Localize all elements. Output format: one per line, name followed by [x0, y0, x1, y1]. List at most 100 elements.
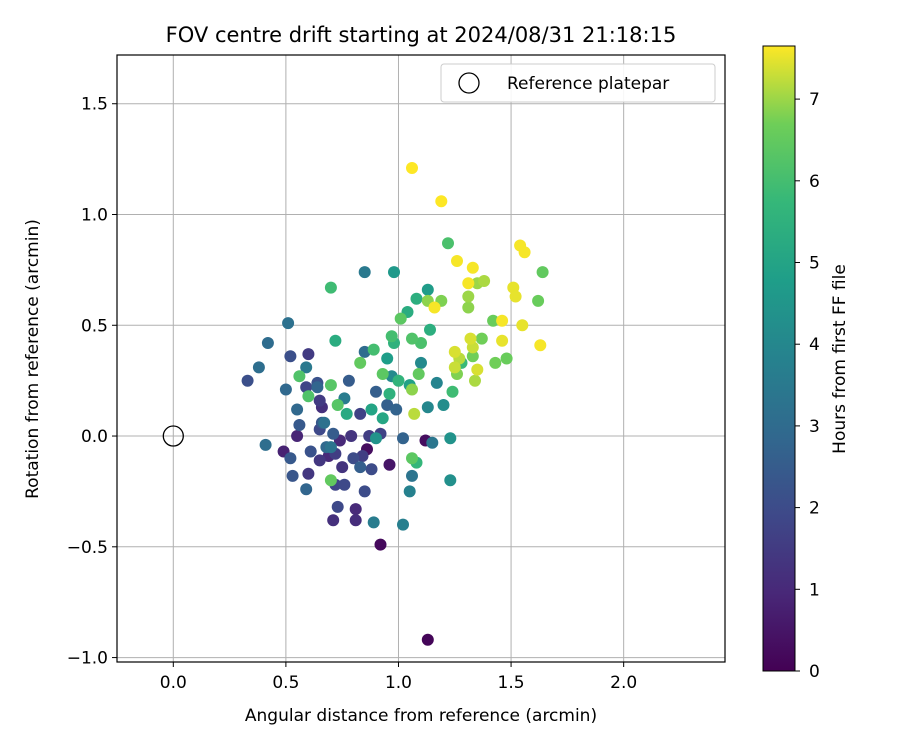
data-point	[302, 348, 315, 361]
data-point	[354, 407, 367, 420]
data-point	[518, 246, 531, 259]
data-point	[435, 195, 448, 208]
data-point	[252, 361, 265, 374]
data-point	[291, 403, 304, 416]
x-tick-label: 2.0	[610, 673, 637, 693]
data-point	[338, 478, 351, 491]
legend-entry-reference: Reference platepar	[507, 74, 669, 94]
data-point	[381, 352, 394, 365]
data-point	[516, 319, 529, 332]
data-point	[342, 374, 355, 387]
y-tick-label: −0.5	[67, 538, 108, 558]
data-point	[329, 334, 342, 347]
x-axis-ticks: 0.0 0.5 1.0 1.5 2.0	[160, 662, 637, 693]
data-point	[421, 283, 434, 296]
data-point	[536, 266, 549, 279]
data-point	[284, 452, 297, 465]
colorbar-ticks: 0 1 2 3 4 5 6 7	[795, 90, 820, 682]
data-point	[462, 301, 475, 314]
data-point	[444, 432, 457, 445]
data-point	[358, 485, 371, 498]
data-point	[336, 461, 349, 474]
legend-box	[440, 63, 716, 103]
colorbar-tick-label: 0	[809, 662, 820, 682]
data-point	[410, 292, 423, 305]
data-point	[383, 458, 396, 471]
data-point	[327, 427, 340, 440]
data-point	[370, 432, 382, 445]
reference-marker	[162, 425, 184, 447]
data-point	[345, 430, 358, 442]
data-point	[406, 469, 418, 482]
data-point	[406, 162, 418, 174]
data-point	[327, 514, 340, 527]
y-tick-label: 1.5	[81, 95, 108, 115]
data-point	[358, 345, 371, 358]
data-point	[291, 430, 304, 442]
colorbar-tick-label: 5	[809, 254, 820, 274]
colorbar-label: Hours from first FF file	[830, 264, 850, 454]
x-tick-label: 0.0	[160, 673, 187, 693]
data-point	[349, 514, 362, 527]
data-point	[331, 500, 344, 513]
colorbar-tick-label: 1	[809, 580, 820, 600]
data-point	[448, 345, 461, 358]
x-tick-label: 1.5	[498, 673, 525, 693]
data-point	[241, 374, 254, 387]
data-point	[466, 350, 479, 363]
data-point	[451, 255, 463, 267]
data-point	[324, 281, 337, 294]
chart-title: FOV centre drift starting at 2024/08/31 …	[166, 23, 677, 47]
data-point	[313, 454, 326, 467]
data-point	[509, 290, 522, 303]
x-axis-label: Angular distance from reference (arcmin)	[245, 706, 597, 726]
data-point	[489, 356, 502, 369]
data-point	[471, 363, 484, 376]
data-point	[478, 275, 491, 287]
y-tick-label: 1.0	[81, 206, 108, 226]
data-point	[462, 290, 475, 303]
colorbar-tick-label: 7	[809, 90, 820, 110]
data-point	[406, 332, 418, 345]
data-point	[406, 452, 418, 465]
data-point	[403, 485, 416, 498]
data-point	[324, 379, 337, 392]
data-point	[318, 416, 331, 429]
data-point	[487, 314, 500, 327]
data-point	[426, 436, 439, 449]
plot-frame	[116, 54, 726, 663]
data-point	[448, 361, 461, 374]
data-point	[408, 407, 421, 420]
data-point	[415, 356, 427, 369]
data-point	[466, 261, 479, 274]
x-tick-label: 0.5	[272, 673, 299, 693]
data-point	[496, 314, 509, 327]
data-point	[444, 474, 457, 487]
data-point	[293, 419, 306, 431]
y-tick-label: 0.5	[81, 316, 108, 336]
data-point	[300, 483, 313, 496]
data-point	[397, 518, 409, 531]
y-axis-label: Rotation from reference (arcmin)	[23, 219, 43, 499]
data-point	[500, 352, 513, 365]
data-point	[397, 432, 409, 445]
data-point	[534, 339, 547, 352]
data-point	[475, 332, 488, 345]
data-point	[365, 463, 378, 476]
data-point	[356, 450, 369, 462]
colorbar	[762, 45, 796, 672]
data-point	[331, 399, 344, 411]
data-point	[300, 361, 313, 374]
reference-point	[162, 425, 184, 447]
colorbar-tick-label: 4	[809, 335, 820, 355]
data-point	[464, 332, 477, 345]
data-point	[365, 403, 378, 416]
data-points	[241, 162, 549, 646]
y-tick-label: 0.0	[81, 427, 108, 447]
data-point	[383, 387, 396, 400]
data-point	[313, 394, 326, 407]
data-point	[259, 438, 272, 451]
data-point	[367, 343, 380, 356]
data-point	[261, 337, 274, 349]
data-point	[340, 407, 353, 420]
